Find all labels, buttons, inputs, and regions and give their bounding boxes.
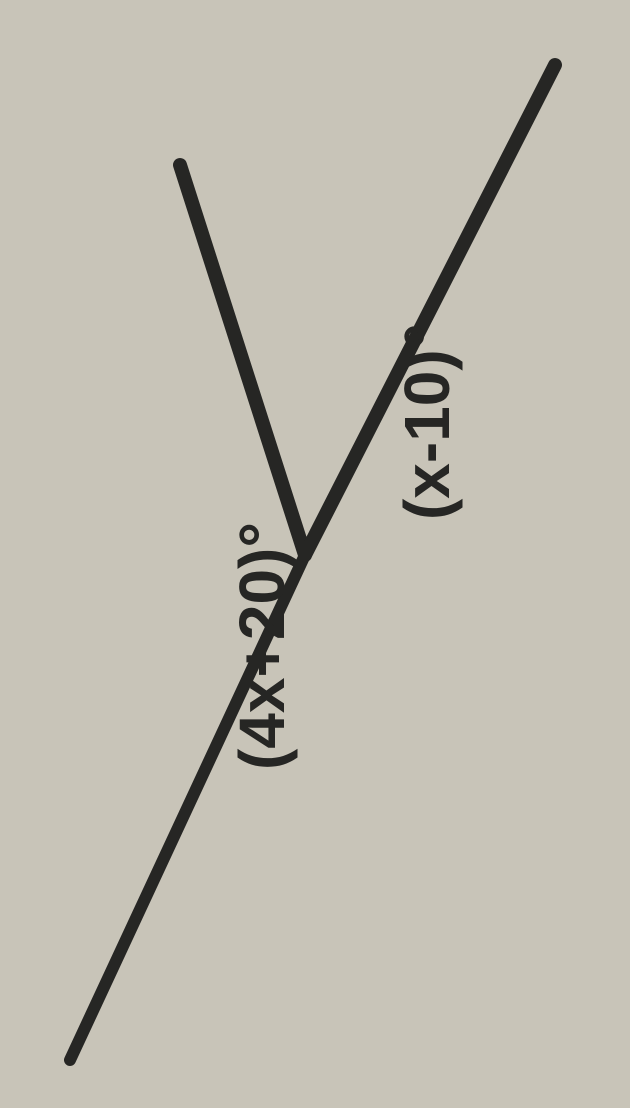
angle-label-1: (4x+20)° — [225, 522, 299, 770]
angle-label-2: (x-10)° — [390, 324, 464, 520]
angle-diagram: (4x+20)° (x-10)° — [0, 0, 630, 1103]
ray-upper-left — [180, 165, 305, 555]
diagram-svg — [0, 0, 630, 1103]
